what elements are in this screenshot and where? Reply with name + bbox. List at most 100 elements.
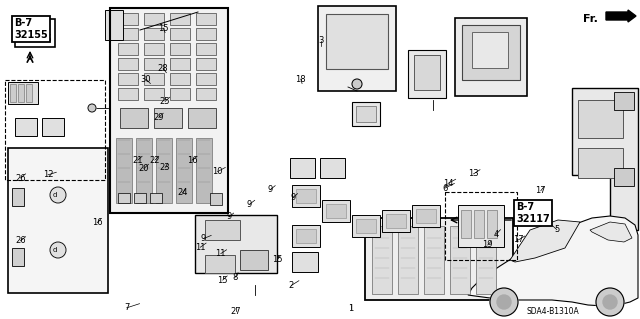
Bar: [292, 225, 320, 247]
Bar: [196, 88, 216, 100]
Circle shape: [490, 288, 518, 316]
Bar: [476, 226, 496, 294]
Bar: [118, 193, 130, 203]
Bar: [10, 84, 16, 102]
Circle shape: [50, 187, 66, 203]
Bar: [196, 73, 216, 85]
Bar: [42, 118, 64, 136]
Circle shape: [497, 295, 511, 309]
Bar: [195, 215, 277, 273]
Text: 29: 29: [154, 113, 164, 122]
Bar: [118, 73, 138, 85]
Bar: [118, 58, 138, 70]
Text: 15: 15: [272, 256, 282, 264]
Text: 9: 9: [291, 193, 296, 202]
Bar: [144, 43, 164, 55]
Bar: [372, 226, 392, 294]
Bar: [134, 193, 146, 203]
Bar: [8, 148, 108, 293]
Text: 7: 7: [124, 303, 129, 312]
Bar: [118, 88, 138, 100]
Bar: [614, 92, 634, 110]
Bar: [455, 18, 527, 96]
Bar: [18, 84, 24, 102]
Text: 15: 15: [158, 24, 168, 33]
Text: 13: 13: [468, 169, 479, 178]
Bar: [136, 138, 152, 203]
Bar: [118, 43, 138, 55]
Bar: [320, 158, 345, 178]
Text: 10: 10: [212, 167, 223, 176]
Bar: [365, 218, 513, 300]
Bar: [196, 58, 216, 70]
Text: 23: 23: [160, 163, 170, 172]
FancyArrow shape: [606, 10, 636, 22]
Bar: [5, 80, 105, 180]
Text: 4: 4: [493, 230, 499, 239]
Bar: [472, 32, 508, 68]
Text: 28: 28: [158, 64, 168, 73]
Bar: [170, 13, 190, 25]
Text: 11: 11: [195, 243, 205, 252]
Bar: [416, 209, 436, 223]
Bar: [326, 204, 346, 218]
Polygon shape: [590, 222, 632, 242]
Bar: [412, 205, 440, 227]
Bar: [290, 158, 315, 178]
Text: d: d: [53, 247, 57, 253]
Circle shape: [352, 79, 362, 89]
Text: 17: 17: [513, 235, 524, 244]
Bar: [154, 108, 182, 128]
Bar: [120, 108, 148, 128]
Bar: [205, 220, 240, 240]
Bar: [196, 43, 216, 55]
Text: 12: 12: [43, 170, 53, 179]
Bar: [170, 88, 190, 100]
Text: B-7
32117: B-7 32117: [516, 202, 550, 224]
Bar: [144, 58, 164, 70]
Bar: [196, 13, 216, 25]
Text: 2: 2: [289, 281, 294, 290]
Text: 25: 25: [160, 97, 170, 106]
Bar: [424, 226, 444, 294]
Polygon shape: [468, 216, 638, 306]
Bar: [118, 13, 138, 25]
Text: 17: 17: [536, 186, 546, 195]
Bar: [210, 193, 222, 205]
Bar: [292, 185, 320, 207]
Circle shape: [603, 295, 617, 309]
Bar: [196, 138, 212, 203]
Bar: [196, 28, 216, 40]
Bar: [15, 118, 37, 136]
Bar: [578, 148, 623, 178]
Bar: [322, 200, 350, 222]
Text: 16: 16: [92, 218, 102, 227]
Bar: [170, 43, 190, 55]
Text: 14: 14: [443, 179, 453, 188]
Bar: [144, 88, 164, 100]
Text: 5: 5: [554, 225, 559, 234]
Text: 9: 9: [247, 200, 252, 209]
Text: 9: 9: [268, 185, 273, 194]
Bar: [356, 219, 376, 233]
Bar: [240, 250, 268, 270]
Polygon shape: [510, 220, 580, 262]
Bar: [461, 210, 471, 238]
Bar: [170, 28, 190, 40]
Text: 22: 22: [150, 156, 160, 165]
Bar: [450, 226, 470, 294]
Text: 30: 30: [141, 75, 151, 84]
Circle shape: [596, 288, 624, 316]
Text: 9: 9: [201, 234, 206, 243]
Bar: [156, 138, 172, 203]
Text: Fr.: Fr.: [583, 14, 598, 24]
Bar: [414, 55, 440, 90]
Text: B-7
32155: B-7 32155: [14, 18, 48, 40]
Bar: [176, 138, 192, 203]
Bar: [26, 84, 32, 102]
Text: B-7
32155: B-7 32155: [18, 22, 52, 44]
Text: 18: 18: [296, 75, 306, 84]
Bar: [116, 138, 132, 203]
Bar: [382, 210, 410, 232]
Text: 27: 27: [230, 307, 241, 315]
